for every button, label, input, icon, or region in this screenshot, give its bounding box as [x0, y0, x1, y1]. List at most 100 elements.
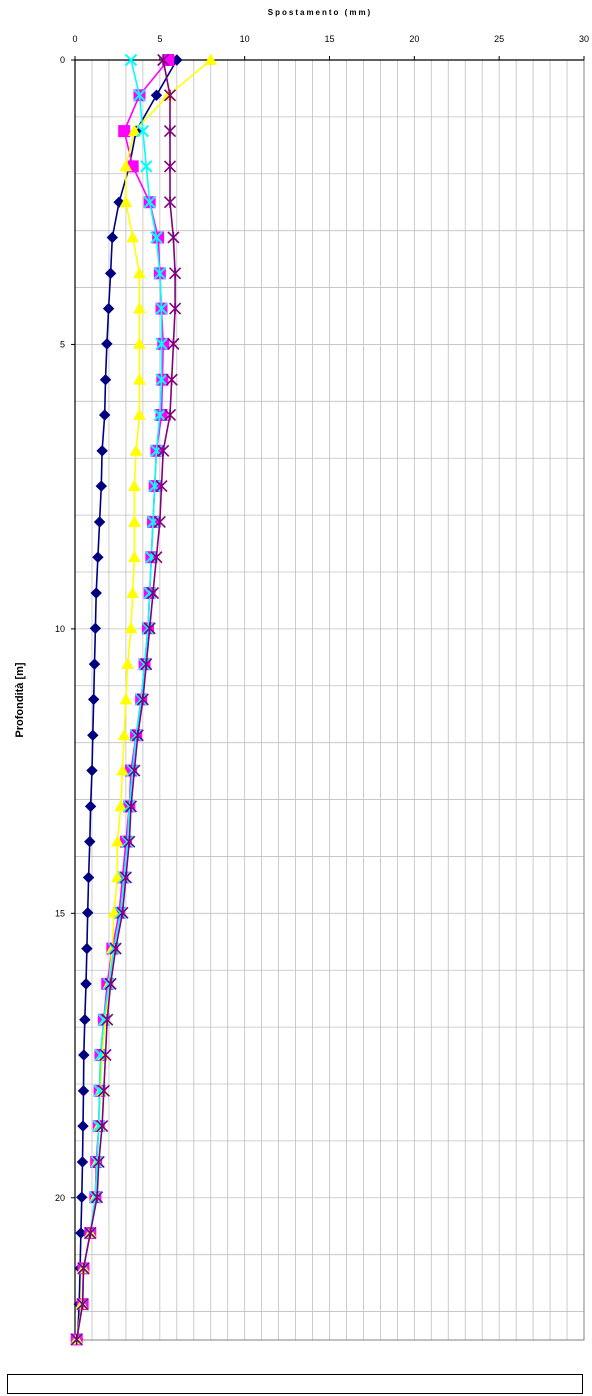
data-point	[89, 622, 102, 635]
data-point	[157, 337, 170, 350]
data-point	[155, 408, 168, 421]
data-point	[140, 160, 153, 173]
data-point	[152, 231, 165, 244]
data-point	[126, 230, 140, 243]
data-point	[128, 550, 141, 563]
data-point	[98, 409, 111, 421]
data-point	[77, 1120, 89, 1132]
data-point	[153, 408, 167, 422]
data-point	[104, 267, 117, 280]
data-point	[124, 800, 138, 813]
data-point	[123, 800, 136, 813]
y-tick-label: 5	[60, 339, 65, 349]
data-point	[128, 515, 141, 527]
data-point	[165, 373, 178, 386]
data-point	[163, 196, 177, 209]
data-point	[104, 977, 117, 990]
data-point	[143, 196, 156, 209]
data-point	[136, 693, 149, 706]
data-point	[119, 195, 133, 208]
data-point	[146, 586, 160, 600]
data-point	[87, 729, 99, 741]
data-point	[81, 942, 93, 955]
data-point	[116, 906, 129, 919]
data-point	[90, 587, 102, 599]
data-point	[138, 657, 151, 671]
data-point	[128, 479, 141, 491]
data-point	[84, 835, 96, 848]
y-tick-label: 10	[55, 624, 65, 634]
data-point	[204, 53, 218, 65]
data-point	[157, 444, 170, 457]
data-point	[169, 302, 182, 315]
data-point	[111, 870, 124, 883]
data-point	[99, 374, 112, 386]
data-point	[129, 444, 143, 456]
data-point	[117, 871, 131, 884]
data-point	[102, 302, 115, 315]
data-point	[134, 693, 148, 706]
data-point	[99, 1048, 112, 1062]
data-point	[145, 551, 158, 564]
data-point	[97, 1084, 110, 1097]
data-point	[116, 764, 129, 776]
data-point	[107, 942, 121, 955]
data-point	[129, 729, 143, 742]
x-tick-label: 10	[240, 34, 250, 44]
x-tick-label: 5	[157, 34, 162, 44]
data-point	[126, 764, 139, 777]
data-point	[80, 978, 92, 990]
data-point	[92, 1155, 105, 1169]
data-point	[131, 729, 144, 742]
data-point	[96, 445, 108, 457]
data-point	[114, 799, 128, 812]
data-point	[124, 621, 138, 634]
y-tick-label: 20	[55, 1193, 65, 1203]
data-point	[106, 231, 119, 244]
data-point	[78, 1049, 90, 1061]
data-point	[128, 764, 141, 777]
data-point	[153, 267, 167, 280]
data-point	[95, 480, 108, 492]
data-point	[89, 1191, 102, 1204]
data-point	[90, 1191, 104, 1204]
x-tick-label: 30	[579, 34, 589, 44]
data-point	[101, 1013, 114, 1026]
data-point	[136, 124, 150, 138]
data-point	[101, 338, 113, 350]
data-point	[76, 1298, 89, 1311]
data-point	[153, 515, 166, 529]
data-point	[126, 586, 140, 598]
y-tick-label: 0	[60, 55, 65, 65]
data-point	[94, 1048, 107, 1062]
data-point	[82, 871, 95, 884]
data-point	[163, 125, 177, 138]
data-point	[117, 728, 131, 741]
data-point	[119, 159, 133, 172]
x-tick-label: 0	[72, 34, 77, 44]
data-point	[133, 89, 146, 102]
data-point	[143, 622, 156, 635]
data-point	[82, 907, 94, 919]
data-point	[121, 835, 134, 848]
data-point	[77, 1262, 90, 1275]
data-point	[133, 373, 146, 385]
data-point	[133, 266, 146, 279]
data-point	[119, 692, 133, 705]
x-tick-label: 15	[324, 34, 334, 44]
data-point	[111, 835, 124, 847]
data-point	[123, 835, 136, 848]
data-point	[121, 657, 134, 670]
data-point	[76, 1191, 88, 1203]
data-point	[79, 1014, 91, 1026]
data-point	[124, 53, 138, 67]
data-point	[93, 516, 106, 528]
data-point	[109, 942, 122, 955]
data-point	[102, 977, 116, 991]
data-point	[76, 1156, 89, 1168]
data-point	[87, 693, 100, 706]
data-point	[90, 1155, 104, 1169]
data-point	[133, 337, 146, 349]
data-point	[169, 267, 182, 280]
data-point	[167, 231, 180, 244]
